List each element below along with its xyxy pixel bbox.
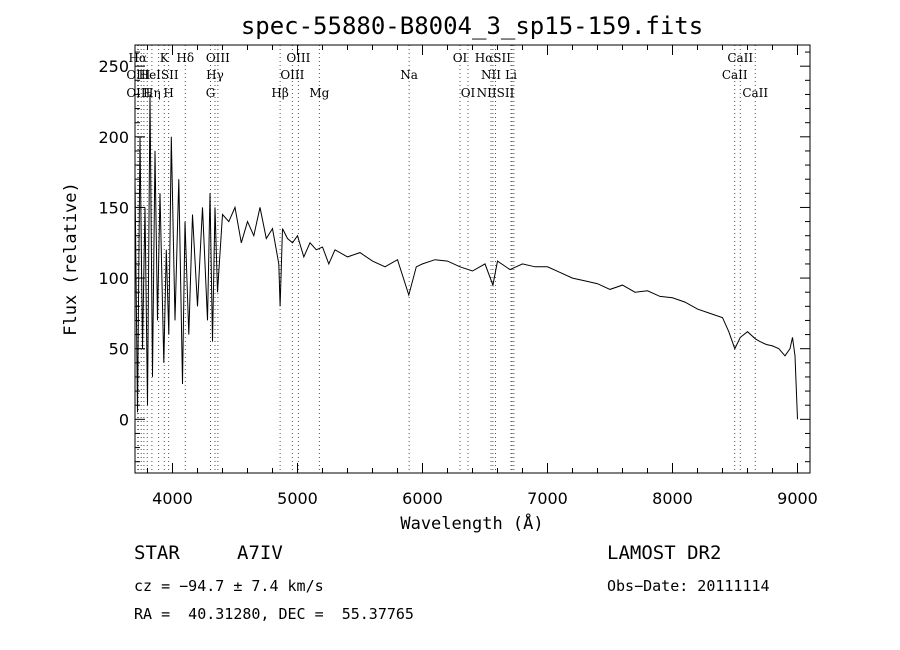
x-tick-label: 7000 bbox=[527, 489, 568, 508]
survey-name: LAMOST DR2 bbox=[607, 542, 722, 564]
line-label: Hα bbox=[128, 51, 147, 65]
object-class: STAR bbox=[134, 542, 180, 564]
line-label: NIISII bbox=[477, 86, 515, 100]
line-label: NII bbox=[481, 68, 501, 82]
y-tick-label: 150 bbox=[98, 198, 129, 217]
x-axis-label: Wavelength (Å) bbox=[400, 512, 543, 534]
y-tick-label: 250 bbox=[98, 57, 129, 76]
line-label: Li bbox=[505, 68, 517, 82]
coordinates: RA = 40.31280, DEC = 55.37765 bbox=[134, 605, 414, 623]
line-label: OIII bbox=[206, 51, 230, 65]
line-label: OIII bbox=[280, 68, 304, 82]
x-tick-label: 8000 bbox=[652, 489, 693, 508]
y-axis-label: Flux (relative) bbox=[61, 182, 81, 336]
line-label: Hγ bbox=[206, 68, 224, 82]
chart-title: spec-55880-B8004_3_sp15-159.fits bbox=[241, 12, 703, 40]
spectrum-line bbox=[134, 94, 798, 420]
line-label: Hβ bbox=[271, 86, 288, 100]
line-label: Na bbox=[400, 68, 418, 82]
obs-date: Obs−Date: 20111114 bbox=[607, 577, 770, 595]
y-tick-label: 0 bbox=[119, 410, 129, 429]
plot-frame bbox=[134, 44, 811, 474]
x-axis-ticks: 4000 5000 6000 7000 8000 9000 bbox=[147, 45, 818, 508]
line-label: CaII bbox=[742, 86, 768, 100]
line-label: OI bbox=[453, 51, 468, 65]
line-label: CaII bbox=[727, 51, 753, 65]
y-tick-label: 100 bbox=[98, 269, 129, 288]
line-label: CaII bbox=[722, 68, 748, 82]
x-tick-label: 9000 bbox=[777, 489, 818, 508]
y-tick-label: 50 bbox=[109, 340, 129, 359]
x-tick-label: 5000 bbox=[277, 489, 318, 508]
subclass: A7IV bbox=[237, 542, 283, 564]
line-label: G bbox=[206, 86, 216, 100]
emission-line-markers bbox=[137, 45, 756, 473]
line-label: K bbox=[160, 51, 170, 65]
line-label: OIII bbox=[126, 68, 150, 82]
y-tick-label: 200 bbox=[98, 128, 129, 147]
line-label: HαSII bbox=[475, 51, 512, 65]
x-tick-label: 6000 bbox=[402, 489, 443, 508]
x-tick-label: 4000 bbox=[152, 489, 193, 508]
line-label: Mg bbox=[309, 86, 329, 100]
line-label: H bbox=[163, 86, 173, 100]
line-label: OI bbox=[461, 86, 476, 100]
line-label: Hη bbox=[143, 86, 161, 100]
line-label: HeISII bbox=[139, 68, 179, 82]
redshift-cz: cz = −94.7 ± 7.4 km/s bbox=[134, 577, 324, 595]
line-label: OIII bbox=[126, 86, 150, 100]
line-label: Hδ bbox=[176, 51, 194, 65]
line-label: OIII bbox=[286, 51, 310, 65]
y-axis-ticks: 0 50 100 150 200 250 bbox=[98, 51, 810, 463]
